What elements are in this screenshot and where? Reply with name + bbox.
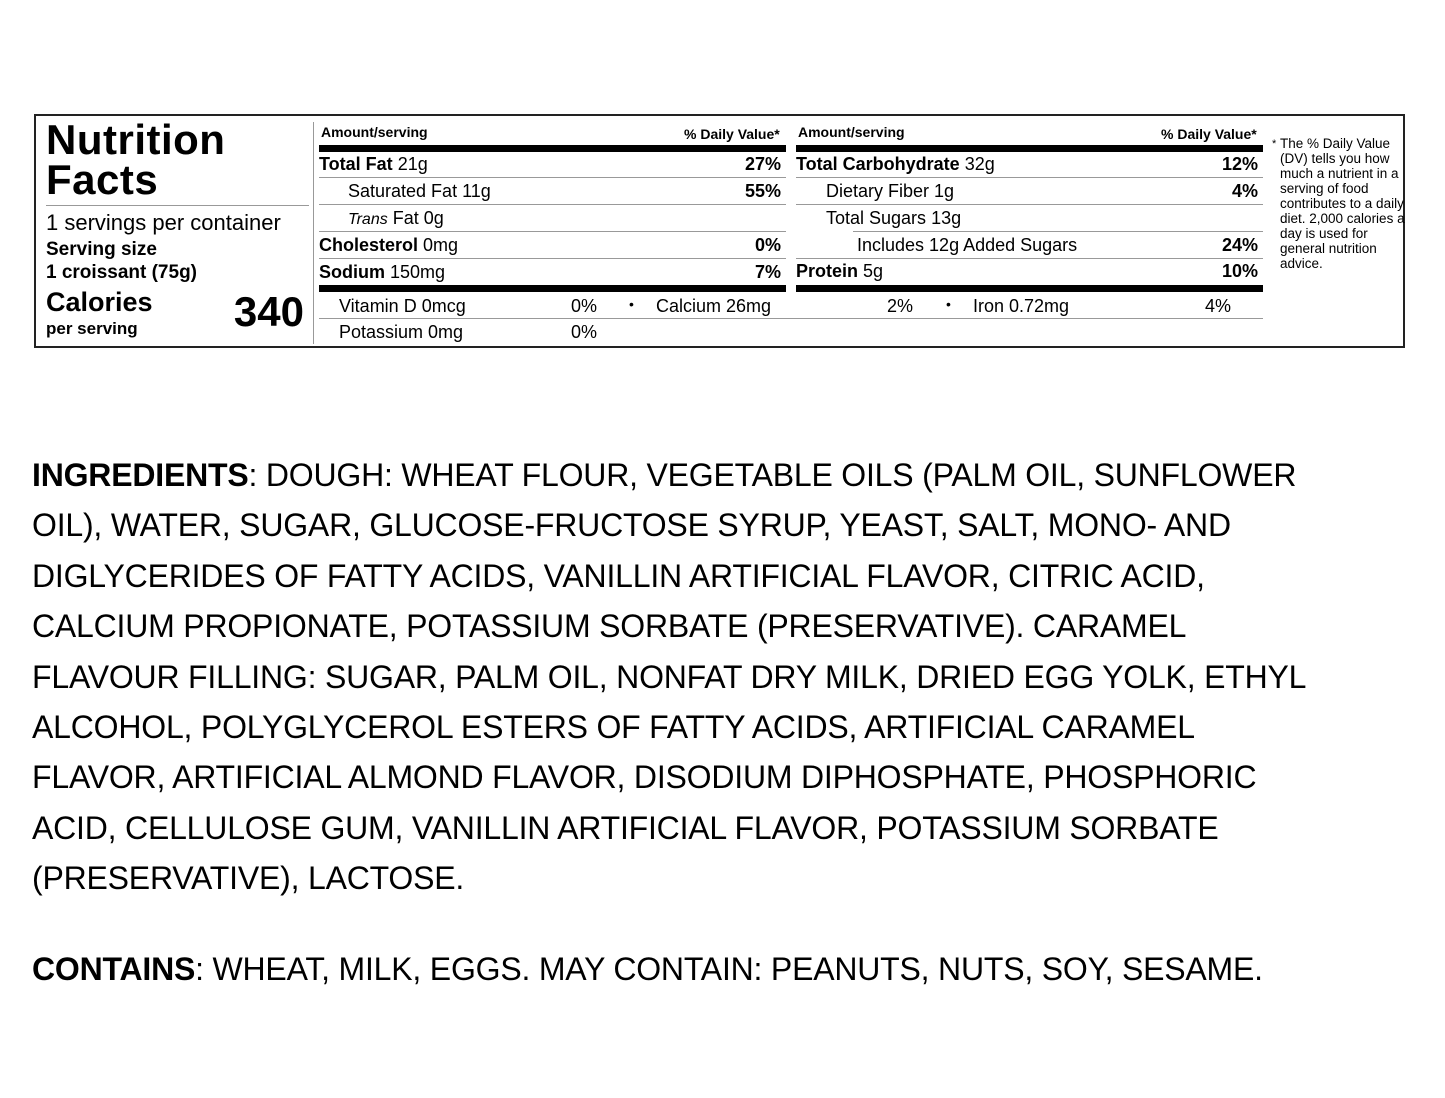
label-title: Nutrition Facts: [46, 116, 226, 203]
nutrient-protein: Protein 5g: [796, 261, 884, 281]
nutrient-added-sugars: Includes 12g Added Sugars: [857, 235, 1078, 255]
dv-sodium: 7%: [754, 262, 781, 282]
bullet: •: [629, 296, 634, 312]
dv-header: % Daily Value*: [684, 126, 780, 142]
dv-total-fat: 27%: [744, 154, 781, 174]
ingredients-heading: INGREDIENTS: [32, 457, 249, 493]
nutrition-facts-label: Nutrition Facts 1 servings per container …: [34, 114, 1405, 348]
nutrient-total-sugars: Total Sugars 13g: [826, 208, 962, 228]
contains-heading: CONTAINS: [32, 951, 196, 987]
micro-potassium: Potassium 0mg: [339, 322, 464, 342]
dv-saturated-fat: 55%: [744, 181, 781, 201]
calories-value: 340: [233, 288, 304, 335]
dv-protein: 10%: [1221, 261, 1258, 281]
amount-header-2: Amount/serving: [798, 124, 905, 140]
allergen-statement: CONTAINS: WHEAT, MILK, EGGS. MAY CONTAIN…: [32, 951, 1263, 987]
micro-potassium-dv: 0%: [571, 322, 598, 342]
dv-total-carbohydrate: 12%: [1221, 154, 1258, 174]
bullet: •: [946, 296, 951, 312]
dv-header-2: % Daily Value*: [1161, 126, 1257, 142]
footnote-star: *: [1272, 138, 1277, 150]
serving-size: Serving size 1 croissant (75g): [46, 239, 197, 283]
micro-iron-dv: 4%: [1205, 296, 1232, 316]
nutrient-cholesterol: Cholesterol 0mg: [319, 235, 459, 255]
micro-vitamin-d: Vitamin D 0mcg: [339, 296, 466, 316]
amount-header: Amount/serving: [321, 124, 428, 140]
footnote: The % Daily Value (DV) tells you how muc…: [1280, 136, 1405, 271]
nutrient-saturated-fat: Saturated Fat 11g: [348, 181, 491, 201]
calories-label: Calories: [46, 287, 153, 317]
per-serving-label: per serving: [46, 319, 138, 338]
nutrient-total-fat: Total Fat 21g: [319, 154, 428, 174]
dv-dietary-fiber: 4%: [1231, 181, 1258, 201]
nutrient-dietary-fiber: Dietary Fiber 1g: [826, 181, 955, 201]
ingredients-paragraph: INGREDIENTS: DOUGH: WHEAT FLOUR, VEGETAB…: [32, 457, 1307, 897]
dv-added-sugars: 24%: [1221, 235, 1258, 255]
micro-calcium: Calcium 26mg: [656, 296, 772, 316]
nutrient-sodium: Sodium 150mg: [319, 262, 446, 282]
micro-vitamin-d-dv: 0%: [571, 296, 598, 316]
nutrient-total-carbohydrate: Total Carbohydrate 32g: [796, 154, 995, 174]
nutrient-trans-fat: Trans Fat 0g: [348, 208, 444, 228]
micro-iron: Iron 0.72mg: [973, 296, 1070, 316]
servings-per-container: 1 servings per container: [46, 210, 281, 235]
dv-cholesterol: 0%: [754, 235, 781, 255]
micro-calcium-dv: 2%: [887, 296, 914, 316]
